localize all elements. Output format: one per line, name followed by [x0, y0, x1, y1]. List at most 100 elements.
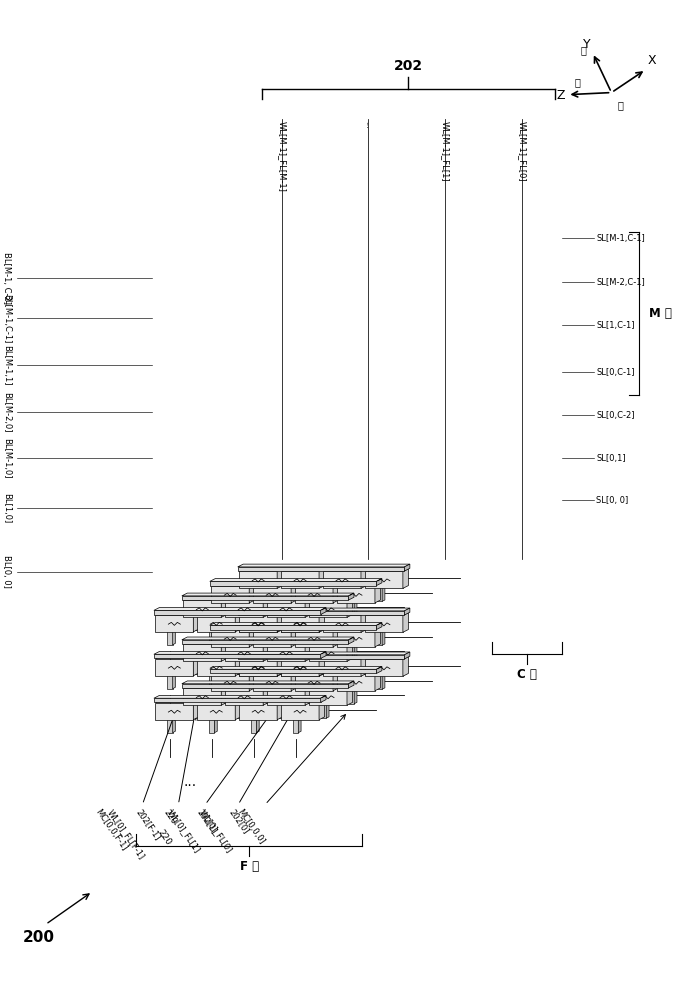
Polygon shape	[321, 660, 326, 674]
Polygon shape	[279, 659, 287, 660]
Polygon shape	[154, 654, 320, 658]
Text: BL[1,0]: BL[1,0]	[2, 493, 11, 523]
Text: 行: 行	[580, 45, 586, 55]
Polygon shape	[212, 630, 249, 647]
Polygon shape	[354, 688, 357, 704]
Polygon shape	[209, 579, 382, 581]
Polygon shape	[195, 616, 200, 630]
Text: SL[0,C-1]: SL[0,C-1]	[597, 368, 635, 377]
Polygon shape	[209, 717, 217, 719]
Polygon shape	[382, 586, 385, 601]
Polygon shape	[182, 684, 349, 688]
Polygon shape	[354, 644, 357, 660]
Polygon shape	[256, 630, 259, 645]
Polygon shape	[183, 642, 227, 644]
Polygon shape	[197, 656, 240, 659]
Polygon shape	[251, 673, 259, 675]
Text: SL[M-1,C-1]: SL[M-1,C-1]	[597, 234, 645, 243]
Text: BL[M-1,1]: BL[M-1,1]	[2, 345, 11, 385]
Polygon shape	[307, 688, 315, 690]
Polygon shape	[223, 646, 229, 660]
Polygon shape	[156, 656, 199, 659]
Polygon shape	[349, 593, 354, 600]
Polygon shape	[279, 703, 287, 704]
Polygon shape	[194, 700, 199, 720]
Polygon shape	[239, 656, 282, 659]
Polygon shape	[253, 627, 296, 630]
Polygon shape	[243, 615, 245, 630]
Polygon shape	[197, 612, 240, 615]
Polygon shape	[251, 717, 259, 719]
Polygon shape	[214, 717, 217, 733]
Polygon shape	[256, 717, 259, 733]
Polygon shape	[238, 567, 404, 571]
Polygon shape	[347, 685, 353, 705]
Polygon shape	[281, 613, 325, 615]
Polygon shape	[251, 675, 256, 689]
Polygon shape	[253, 586, 291, 603]
Polygon shape	[375, 627, 380, 647]
Polygon shape	[293, 719, 298, 733]
Polygon shape	[212, 671, 255, 674]
Polygon shape	[209, 666, 382, 669]
Polygon shape	[279, 704, 285, 718]
Text: BL[M-1, C-2]: BL[M-1, C-2]	[2, 252, 11, 304]
Polygon shape	[337, 671, 380, 674]
Polygon shape	[298, 673, 301, 689]
Polygon shape	[305, 598, 311, 617]
Polygon shape	[335, 586, 343, 587]
Polygon shape	[225, 642, 269, 644]
Polygon shape	[237, 659, 245, 660]
Text: 220: 220	[162, 808, 178, 826]
Polygon shape	[293, 586, 301, 587]
Polygon shape	[349, 637, 354, 644]
Polygon shape	[238, 608, 410, 611]
Text: 202[1]: 202[1]	[195, 808, 218, 835]
Text: WL[0]_FL[F-1]: WL[0]_FL[F-1]	[105, 808, 146, 860]
Text: 200: 200	[23, 930, 54, 945]
Polygon shape	[323, 659, 361, 676]
Polygon shape	[270, 688, 273, 704]
Polygon shape	[291, 671, 296, 691]
Polygon shape	[239, 659, 277, 676]
Polygon shape	[239, 615, 277, 632]
Polygon shape	[209, 669, 376, 673]
Polygon shape	[349, 681, 354, 688]
Polygon shape	[200, 659, 203, 674]
Polygon shape	[209, 675, 214, 689]
Polygon shape	[281, 656, 325, 659]
Polygon shape	[323, 615, 361, 632]
Polygon shape	[214, 629, 217, 645]
Polygon shape	[293, 673, 301, 675]
Polygon shape	[347, 642, 353, 661]
Polygon shape	[253, 674, 291, 691]
Polygon shape	[238, 564, 410, 567]
Text: 202[0]: 202[0]	[227, 808, 250, 835]
Polygon shape	[319, 613, 325, 632]
Polygon shape	[200, 615, 203, 630]
Polygon shape	[225, 644, 263, 661]
Polygon shape	[238, 652, 410, 655]
Polygon shape	[333, 583, 338, 603]
Polygon shape	[265, 600, 273, 602]
Text: MC[0,0,0]: MC[0,0,0]	[236, 808, 266, 846]
Polygon shape	[265, 646, 270, 660]
Polygon shape	[197, 615, 235, 632]
Polygon shape	[349, 646, 354, 660]
Polygon shape	[267, 642, 311, 644]
Polygon shape	[225, 600, 263, 617]
Polygon shape	[235, 612, 240, 632]
Text: WL[0]_FL[0]: WL[0]_FL[0]	[198, 808, 234, 854]
Polygon shape	[337, 627, 380, 630]
Polygon shape	[285, 615, 287, 630]
Polygon shape	[225, 685, 269, 688]
Polygon shape	[270, 644, 273, 660]
Polygon shape	[237, 616, 243, 630]
Polygon shape	[319, 569, 325, 588]
Polygon shape	[312, 688, 315, 704]
Polygon shape	[267, 685, 311, 688]
Polygon shape	[365, 613, 409, 615]
Polygon shape	[239, 703, 277, 720]
Polygon shape	[293, 630, 301, 631]
Polygon shape	[256, 586, 259, 601]
